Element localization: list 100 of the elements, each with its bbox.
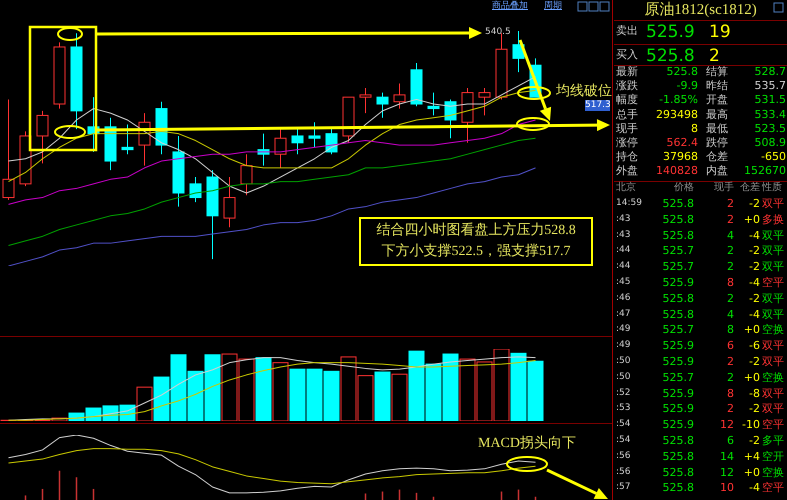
text: -9.9 <box>676 79 698 93</box>
text: :46 <box>616 292 632 304</box>
text: 8 <box>726 386 734 400</box>
text: 2 <box>726 292 734 306</box>
text: 买入 <box>616 48 639 62</box>
text: 525.8 <box>662 308 694 322</box>
text: 空平 <box>762 481 785 496</box>
text: 商品叠加 <box>492 1 529 12</box>
text: :47 <box>616 308 632 319</box>
text: :54 <box>616 419 632 430</box>
text: 525.8 <box>662 197 694 211</box>
text: 双平 <box>762 260 785 274</box>
text: 152670 <box>743 164 786 178</box>
text: :44 <box>616 245 632 256</box>
text: 北京 <box>616 182 637 194</box>
text: 涨跌 <box>616 79 639 93</box>
annotation: 均线破位 <box>556 84 612 100</box>
text: 19 <box>709 22 732 43</box>
text: 293498 <box>655 108 698 122</box>
text: 外盘 <box>616 164 639 178</box>
text: -8 <box>748 386 760 400</box>
text: 525.7 <box>662 370 694 384</box>
text: 仓差 <box>739 182 760 194</box>
text: 双平 <box>762 339 785 353</box>
text: 2 <box>709 46 721 66</box>
text: 525.8 <box>662 212 694 226</box>
text: 现手 <box>713 182 734 194</box>
text: 525.9 <box>662 402 694 416</box>
text: 幅度 <box>616 93 639 108</box>
text: -650 <box>760 150 786 164</box>
text: 12 <box>719 418 734 432</box>
text: 空换 <box>762 370 785 384</box>
text: 525.8 <box>662 481 694 496</box>
text: -6 <box>748 339 760 353</box>
text: 双平 <box>762 197 785 211</box>
text: 525.7 <box>662 260 694 274</box>
text: -2 <box>748 434 760 448</box>
text: 4 <box>726 308 734 322</box>
text: 昨结 <box>706 79 729 93</box>
text: 最高 <box>706 108 729 122</box>
text: 开盘 <box>706 93 729 108</box>
text: +0 <box>742 370 760 384</box>
text: 525.9 <box>662 418 694 432</box>
text: 总手 <box>616 108 639 122</box>
text: 2 <box>726 370 734 384</box>
text: 2 <box>726 197 734 211</box>
text: -4 <box>748 481 760 496</box>
text: 14 <box>719 450 734 464</box>
text: -2 <box>748 244 760 258</box>
text: 8 <box>726 276 734 290</box>
text: 533.4 <box>754 108 786 122</box>
text: 2 <box>726 355 734 369</box>
text: 双平 <box>762 402 785 416</box>
text: 535.7 <box>754 79 786 93</box>
text: 现手 <box>616 122 639 136</box>
text: 空开 <box>762 450 785 464</box>
text: 双平 <box>762 355 785 369</box>
text: -2 <box>748 292 760 306</box>
text: -4 <box>748 308 760 322</box>
text: 525.9 <box>662 386 694 400</box>
text: +0 <box>742 212 760 226</box>
text: 涨停 <box>616 136 639 150</box>
text: 525.8 <box>666 65 698 79</box>
text: 价格 <box>673 182 694 194</box>
text: 内盘 <box>706 164 729 178</box>
text: 525.9 <box>646 22 696 43</box>
text: 最新 <box>616 65 639 79</box>
annotation: 517.3 <box>585 100 611 111</box>
text: 12 <box>719 466 734 480</box>
text: 结算 <box>706 65 729 79</box>
text: -2 <box>748 260 760 274</box>
text: -4 <box>748 276 760 290</box>
text: :53 <box>616 403 632 414</box>
text: 多平 <box>762 434 785 448</box>
text: +0 <box>742 466 760 480</box>
text: 525.9 <box>662 339 694 353</box>
text: 2 <box>726 402 734 416</box>
text: 525.7 <box>662 244 694 258</box>
text: 空平 <box>762 418 785 432</box>
text: :43 <box>616 230 632 240</box>
text: -10 <box>741 418 760 432</box>
text: :43 <box>616 214 632 224</box>
text: 37968 <box>662 150 698 164</box>
text: 6 <box>726 339 734 353</box>
text: -2 <box>748 355 760 369</box>
text: 525.9 <box>662 355 694 369</box>
text: 2 <box>726 212 734 226</box>
text: -2 <box>748 197 760 211</box>
text: 多换 <box>762 212 785 226</box>
text: 525.9 <box>662 276 694 290</box>
text: 140828 <box>655 164 698 178</box>
text: 525.8 <box>662 450 694 464</box>
text: 空平 <box>762 276 785 290</box>
text: -2 <box>748 402 760 416</box>
text: 跌停 <box>706 136 729 150</box>
text: :57 <box>616 482 632 493</box>
text: 8 <box>726 323 734 338</box>
text: :44 <box>616 261 632 272</box>
annotation: 540.5 <box>485 27 512 38</box>
text: :52 <box>616 388 632 398</box>
